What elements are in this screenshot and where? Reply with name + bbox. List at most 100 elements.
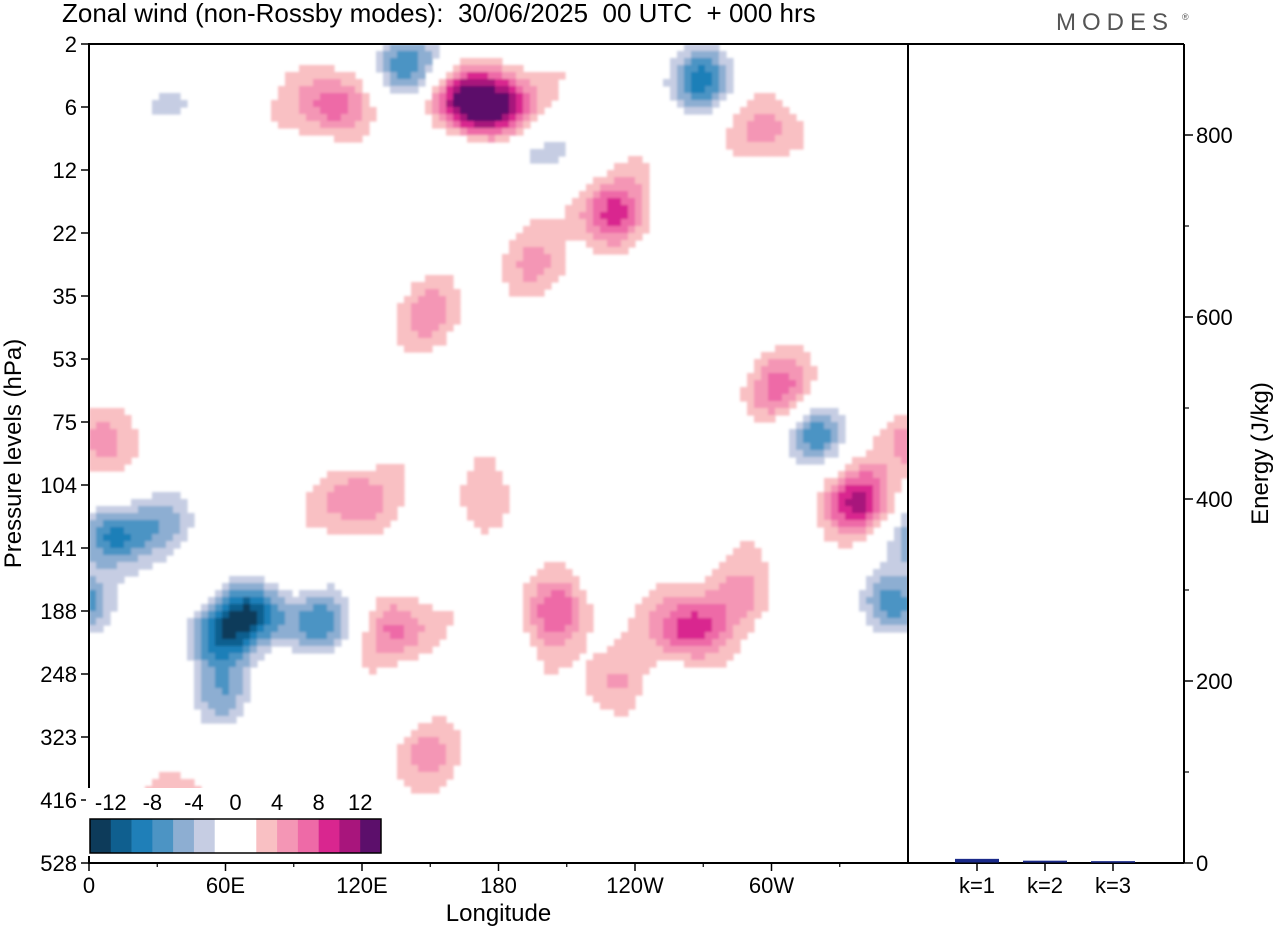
heatmap-cell <box>89 513 97 521</box>
heatmap-cell <box>418 604 426 612</box>
heatmap-cell <box>831 513 839 521</box>
heatmap-cell <box>411 296 419 304</box>
heatmap-cell <box>677 632 685 640</box>
heatmap-cell <box>96 415 104 423</box>
heatmap-cell <box>768 366 776 374</box>
heatmap-cell <box>852 499 860 507</box>
heatmap-cell <box>768 352 776 360</box>
heatmap-cell <box>243 583 251 591</box>
heatmap-cell <box>866 604 874 612</box>
heatmap-cell <box>341 485 349 493</box>
heatmap-cell <box>306 513 314 521</box>
heatmap-cell <box>614 709 622 717</box>
heatmap-cell <box>740 583 748 591</box>
heatmap-cell <box>621 674 629 682</box>
heatmap-cell <box>439 303 447 311</box>
heatmap-cell <box>201 695 209 703</box>
heatmap-cell <box>376 471 384 479</box>
heatmap-cell <box>558 653 566 661</box>
heatmap-cell <box>502 93 510 101</box>
heatmap-cell <box>782 380 790 388</box>
heatmap-cell <box>341 604 349 612</box>
heatmap-cell <box>796 142 804 150</box>
heatmap-cell <box>768 394 776 402</box>
heatmap-cell <box>145 527 153 535</box>
heatmap-cell <box>894 443 902 451</box>
heatmap-cell <box>817 513 825 521</box>
heatmap-cell <box>292 100 300 108</box>
heatmap-cell <box>110 597 118 605</box>
heatmap-cell <box>334 485 342 493</box>
heatmap-cell <box>355 513 363 521</box>
heatmap-cell <box>544 583 552 591</box>
heatmap-cell <box>894 583 902 591</box>
heatmap-cell <box>866 520 874 528</box>
heatmap-cell <box>166 513 174 521</box>
heatmap-cell <box>761 352 769 360</box>
heatmap-cell <box>747 611 755 619</box>
heatmap-cell <box>593 219 601 227</box>
heatmap-cell <box>628 184 636 192</box>
heatmap-cell <box>453 303 461 311</box>
heatmap-cell <box>824 415 832 423</box>
heatmap-cell <box>187 653 195 661</box>
heatmap-cell <box>796 366 804 374</box>
heatmap-cell <box>488 65 496 73</box>
heatmap-cell <box>229 653 237 661</box>
heatmap-cell <box>390 653 398 661</box>
heatmap-cell <box>817 506 825 514</box>
heatmap-cell <box>460 58 468 66</box>
heatmap-cell <box>397 639 405 647</box>
heatmap-cell <box>271 100 279 108</box>
heatmap-cell <box>222 667 230 675</box>
heatmap-cell <box>411 58 419 66</box>
heatmap-cell <box>341 100 349 108</box>
heatmap-cell <box>110 541 118 549</box>
heatmap-cell <box>670 632 678 640</box>
heatmap-cell <box>411 65 419 73</box>
colorbar-label: 0 <box>229 790 241 815</box>
heatmap-cell <box>89 408 97 416</box>
heatmap-cell <box>467 471 475 479</box>
heatmap-cell <box>698 632 706 640</box>
heatmap-cell <box>229 611 237 619</box>
heatmap-cell <box>446 310 454 318</box>
heatmap-cell <box>180 527 188 535</box>
heatmap-cell <box>152 555 160 563</box>
colorbar-swatch <box>90 819 112 853</box>
heatmap-cell <box>320 492 328 500</box>
heatmap-cell <box>586 618 594 626</box>
heatmap-cell <box>873 583 881 591</box>
heatmap-cell <box>789 121 797 129</box>
heatmap-cell <box>334 478 342 486</box>
heatmap-cell <box>502 100 510 108</box>
heatmap-cell <box>516 268 524 276</box>
heatmap-cell <box>313 121 321 129</box>
heatmap-cell <box>901 527 908 535</box>
heatmap-cell <box>278 625 286 633</box>
heatmap-cell <box>628 219 636 227</box>
heatmap-cell <box>425 772 433 780</box>
heatmap-cell <box>334 618 342 626</box>
heatmap-cell <box>327 128 335 136</box>
heatmap-cell <box>327 100 335 108</box>
heatmap-cell <box>831 450 839 458</box>
heatmap-cell <box>180 506 188 514</box>
heatmap-cell <box>726 590 734 598</box>
heatmap-cell <box>439 625 447 633</box>
heatmap-cell <box>390 79 398 87</box>
heatmap-cell <box>579 233 587 241</box>
heatmap-cell <box>747 387 755 395</box>
heatmap-cell <box>705 611 713 619</box>
heatmap-cell <box>831 485 839 493</box>
heatmap-cell <box>761 408 769 416</box>
heatmap-cell <box>593 205 601 213</box>
heatmap-cell <box>369 660 377 668</box>
heatmap-cell <box>362 527 370 535</box>
heatmap-cell <box>698 100 706 108</box>
heatmap-cell <box>474 506 482 514</box>
heatmap-cell <box>334 121 342 129</box>
heatmap-cell <box>740 555 748 563</box>
heatmap-cell <box>467 478 475 486</box>
heatmap-cell <box>208 702 216 710</box>
